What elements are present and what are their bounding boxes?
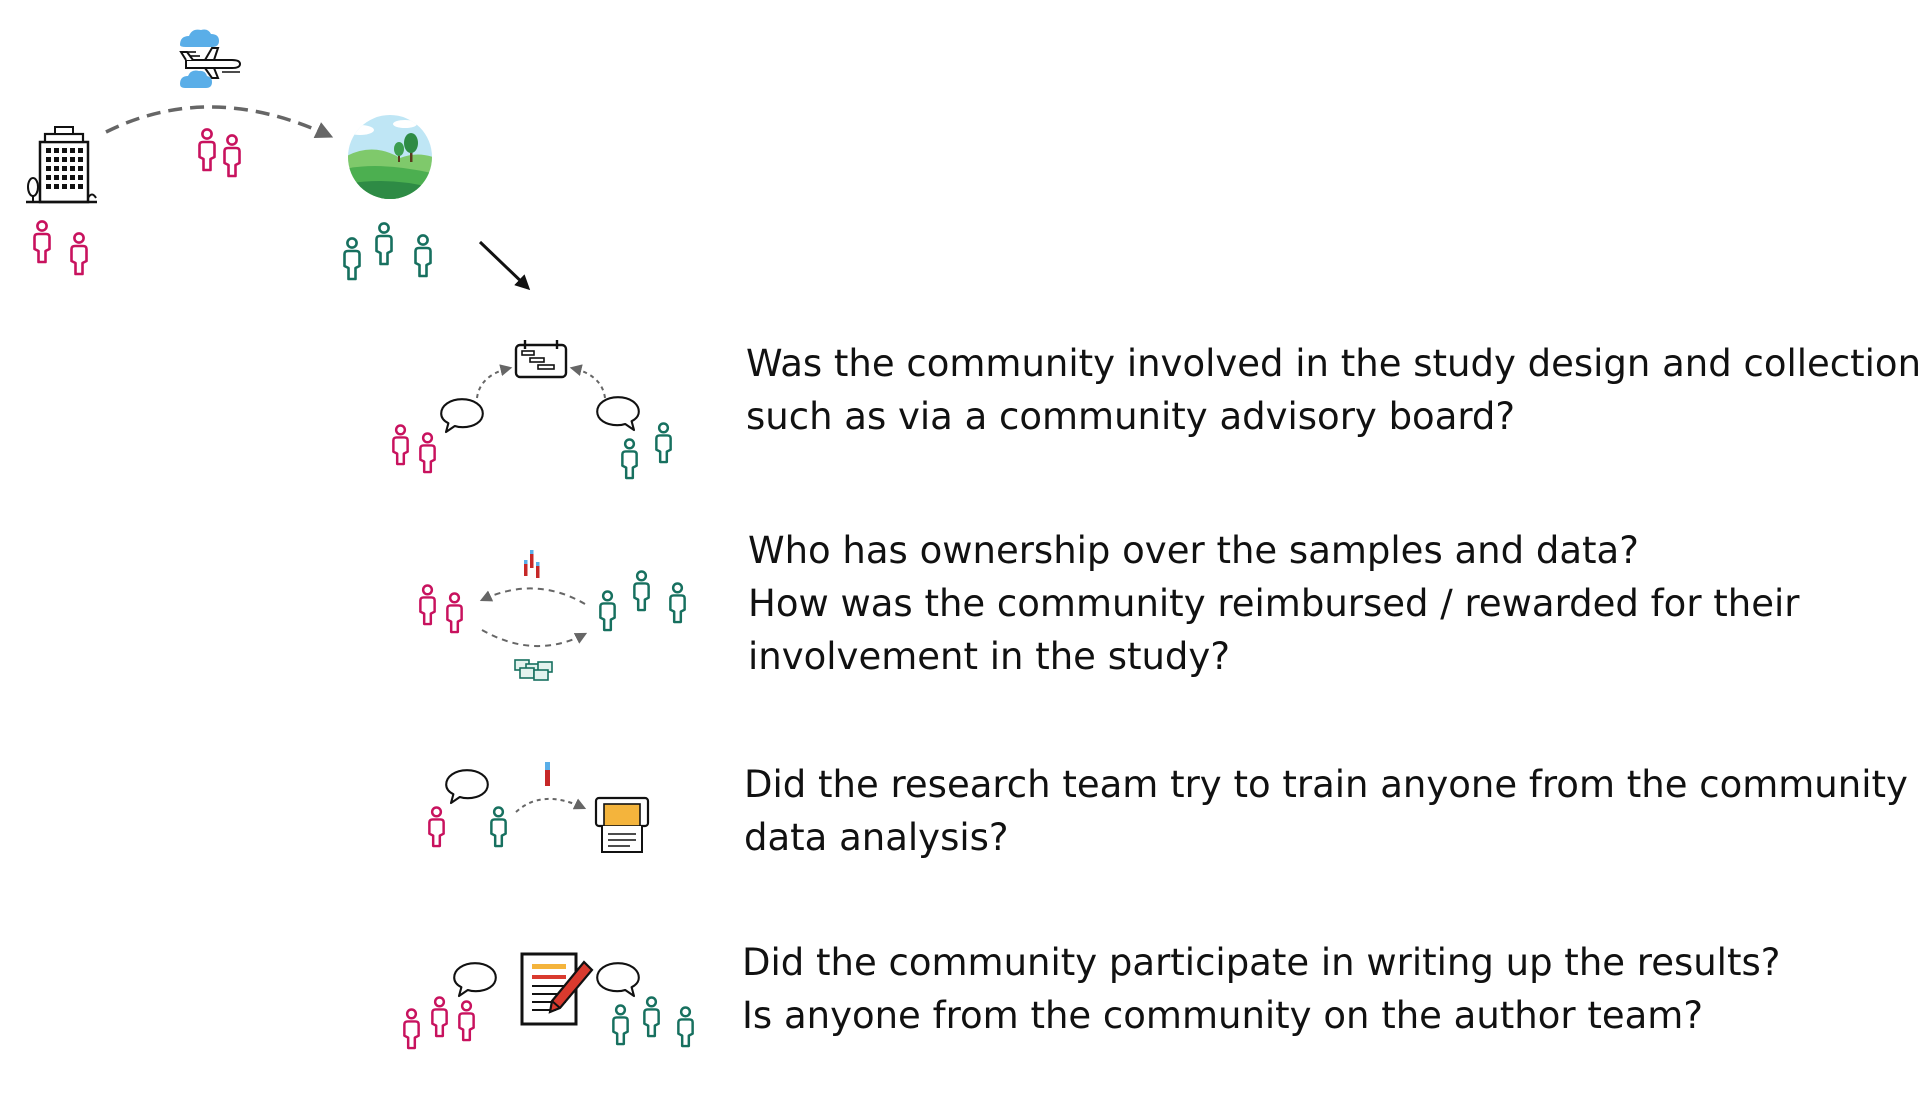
gantt-chart-icon xyxy=(514,340,568,379)
person-icon xyxy=(643,996,660,1038)
speech-bubble-icon xyxy=(596,962,640,998)
row-training xyxy=(428,762,650,853)
question-training: Did the research team try to train anyon… xyxy=(744,758,1920,864)
person-icon xyxy=(392,424,409,466)
question-study-design: Was the community involved in the study … xyxy=(746,337,1920,443)
question-authorship: Did the community participate in writing… xyxy=(742,936,1780,1042)
sample-tubes-icon xyxy=(524,550,540,578)
sequencer-machine-icon xyxy=(594,796,650,853)
question-line: Did the research team try to train anyon… xyxy=(744,763,1920,806)
person-icon xyxy=(414,234,432,278)
community-group xyxy=(343,222,432,281)
banknotes-icon xyxy=(514,659,553,681)
person-icon xyxy=(70,232,88,276)
document-editing-icon xyxy=(520,952,594,1026)
row-study-design xyxy=(392,340,672,480)
person-icon xyxy=(375,222,393,266)
question-line: involvement in the study? xyxy=(748,635,1230,678)
person-icon xyxy=(446,592,463,634)
person-icon xyxy=(599,590,616,632)
question-line: Is anyone from the community on the auth… xyxy=(742,994,1703,1037)
person-icon xyxy=(198,128,216,172)
question-line: such as via a community advisory board? xyxy=(746,395,1516,438)
person-icon xyxy=(223,134,241,178)
person-icon xyxy=(458,1000,475,1042)
person-icon xyxy=(621,438,638,480)
speech-bubble-icon xyxy=(596,396,640,432)
person-icon xyxy=(677,1006,694,1048)
person-icon xyxy=(428,806,445,848)
airplane-icon xyxy=(179,29,242,88)
row-ownership xyxy=(419,550,686,681)
person-icon xyxy=(490,806,507,848)
question-line: Was the community involved in the study … xyxy=(746,342,1920,385)
person-icon xyxy=(633,570,650,612)
speech-bubble-icon xyxy=(440,398,484,434)
speech-bubble-icon xyxy=(453,962,497,998)
question-line: Did the community participate in writing… xyxy=(742,941,1781,984)
row-writing xyxy=(403,952,694,1050)
question-line: data analysis? xyxy=(744,816,1009,859)
travel-arrow xyxy=(105,105,334,139)
person-icon xyxy=(669,582,686,624)
person-icon xyxy=(431,996,448,1038)
person-icon xyxy=(343,237,361,281)
person-icon xyxy=(419,432,436,474)
office-building-icon xyxy=(26,126,97,204)
landscape-icon xyxy=(348,115,432,199)
question-ownership: Who has ownership over the samples and d… xyxy=(748,524,1800,683)
person-icon xyxy=(612,1004,629,1046)
speech-bubble-icon xyxy=(445,769,489,805)
question-line: How was the community reimbursed / rewar… xyxy=(748,582,1800,625)
person-icon xyxy=(403,1008,420,1050)
question-line: Who has ownership over the samples and d… xyxy=(748,529,1639,572)
flow-arrow xyxy=(478,240,531,291)
person-icon xyxy=(419,584,436,626)
person-icon xyxy=(655,422,672,464)
person-icon xyxy=(33,220,51,264)
sample-tubes-icon xyxy=(545,762,550,786)
